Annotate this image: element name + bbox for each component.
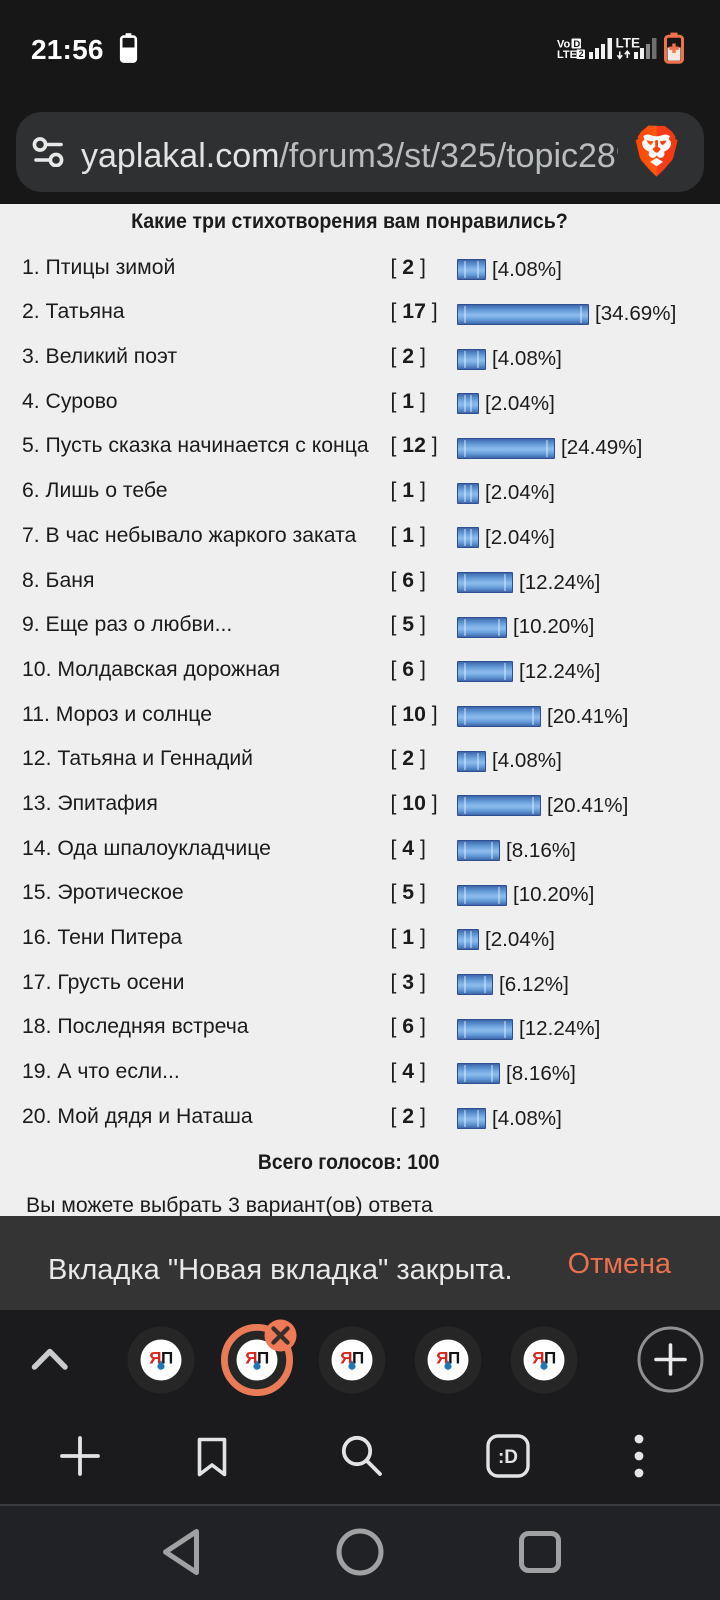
svg-text:Vo: Vo: [557, 39, 571, 51]
svg-text:2: 2: [579, 49, 584, 59]
svg-text:ЯП: ЯП: [340, 1349, 364, 1368]
svg-text:ЯП: ЯП: [436, 1349, 460, 1368]
svg-text:ЯП: ЯП: [532, 1349, 556, 1368]
svg-text:LTE: LTE: [616, 36, 641, 51]
svg-text:LTE: LTE: [557, 49, 577, 61]
svg-text:D: D: [573, 39, 580, 50]
svg-text:ЯП: ЯП: [149, 1349, 173, 1368]
svg-text:ЯП: ЯП: [245, 1349, 269, 1368]
svg-text::D: :D: [498, 1447, 518, 1468]
